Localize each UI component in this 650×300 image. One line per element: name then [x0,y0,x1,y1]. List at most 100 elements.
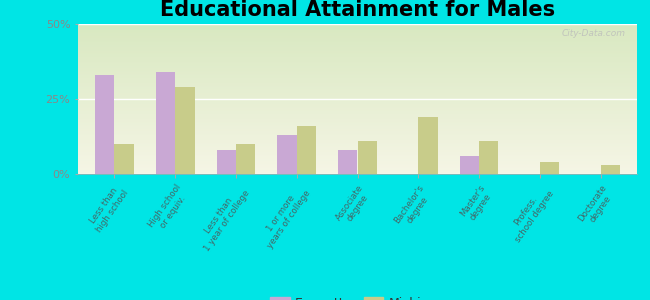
Bar [78,132,637,134]
Bar [95,75,114,174]
Bar [78,126,637,128]
Bar [78,96,637,98]
Bar [78,98,637,99]
Bar [338,150,358,174]
Bar [78,110,637,111]
Bar [78,34,637,36]
Bar [297,126,316,174]
Bar [78,108,637,110]
Bar [78,44,637,45]
Bar [78,162,637,164]
Bar [78,140,637,141]
Bar [78,136,637,138]
Bar [78,112,637,114]
Bar [78,76,637,78]
Bar [78,168,637,170]
Bar [78,68,637,69]
Bar [78,123,637,124]
Bar [78,81,637,82]
Bar [78,128,637,129]
Bar [78,141,637,142]
Bar [78,84,637,86]
Bar [78,152,637,153]
Bar [78,90,637,92]
Bar [78,26,637,27]
Bar [78,66,637,68]
Bar [78,164,637,165]
Bar [78,51,637,52]
Bar [358,141,377,174]
Bar [78,94,637,96]
Bar [78,87,637,88]
Title: Educational Attainment for Males: Educational Attainment for Males [160,0,555,20]
Bar [78,130,637,132]
Bar [236,144,255,174]
Bar [216,150,236,174]
Bar [460,156,479,174]
Bar [78,60,637,61]
Bar [78,146,637,147]
Bar [78,92,637,93]
Bar [176,87,194,174]
Bar [78,129,637,130]
Bar [78,39,637,40]
Bar [78,48,637,50]
Text: City-Data.com: City-Data.com [562,28,626,38]
Bar [78,142,637,144]
Bar [78,28,637,30]
Bar [78,124,637,126]
Bar [78,30,637,31]
Bar [78,118,637,120]
Bar [78,74,637,75]
Bar [78,167,637,168]
Bar [78,78,637,80]
Bar [78,153,637,154]
Bar [78,138,637,140]
Bar [78,134,637,135]
Bar [78,82,637,84]
Bar [479,141,499,174]
Bar [78,111,637,112]
Bar [78,42,637,44]
Bar [78,116,637,117]
Bar [78,52,637,54]
Bar [78,57,637,58]
Bar [78,63,637,64]
Bar [78,56,637,57]
Bar [78,54,637,56]
Bar [78,154,637,156]
Bar [156,72,176,174]
Bar [78,70,637,72]
Bar [78,158,637,159]
Bar [78,172,637,174]
Bar [78,88,637,90]
Bar [540,162,559,174]
Bar [78,36,637,38]
Bar [78,148,637,150]
Bar [78,165,637,166]
Bar [78,114,637,116]
Bar [78,160,637,162]
Bar [78,72,637,74]
Bar [78,33,637,34]
Bar [78,38,637,39]
Bar [78,27,637,28]
Bar [78,80,637,81]
Bar [78,40,637,42]
Bar [278,135,297,174]
Bar [78,46,637,48]
Bar [78,99,637,100]
Bar [78,64,637,66]
Bar [78,122,637,123]
Bar [78,169,637,171]
Bar [78,50,637,51]
Bar [78,32,637,33]
Bar [78,159,637,160]
Bar [78,106,637,108]
Bar [78,69,637,70]
Bar [78,100,637,102]
Bar [78,103,637,105]
Bar [78,85,637,87]
Bar [78,117,637,118]
Bar [78,135,637,136]
